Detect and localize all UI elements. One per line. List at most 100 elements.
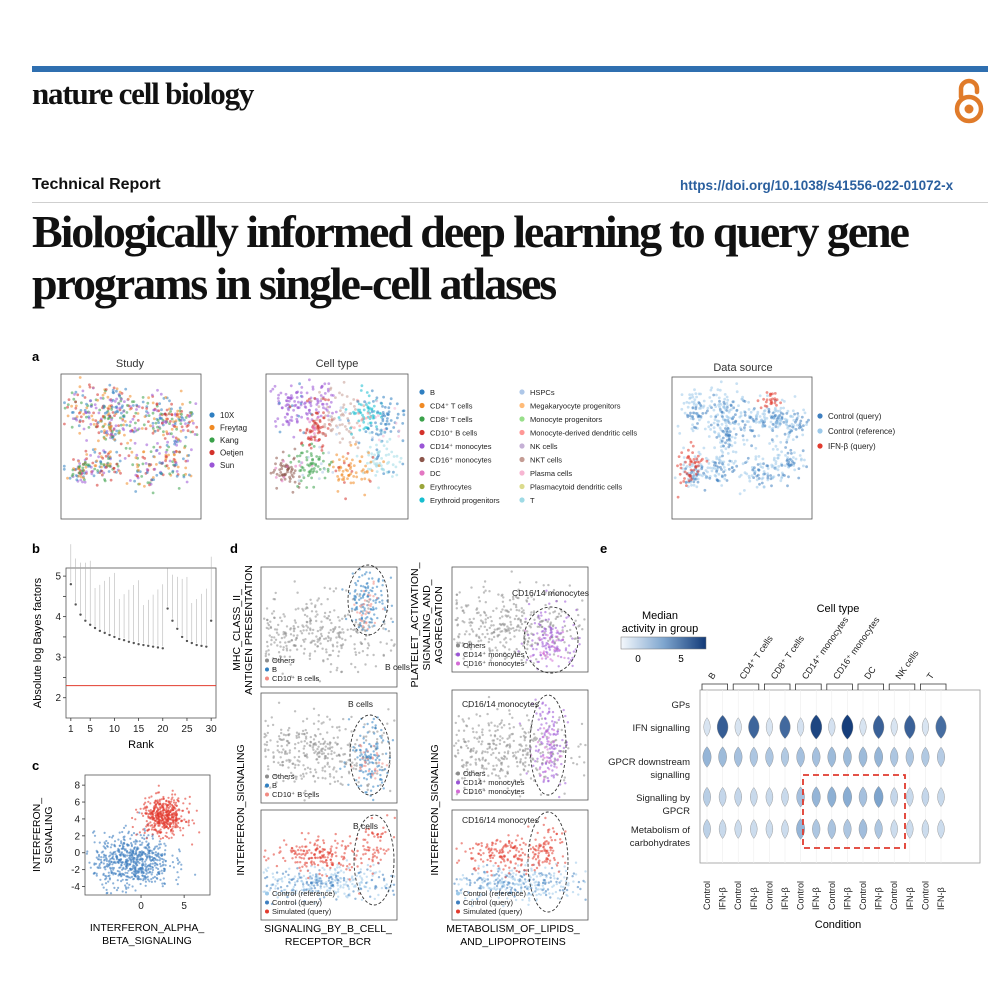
umap-point — [299, 391, 303, 394]
umap-point — [165, 444, 169, 447]
umap-point — [382, 444, 386, 447]
scatter-point — [105, 858, 108, 861]
scatter-point — [177, 862, 180, 865]
d-point — [516, 625, 519, 628]
umap-point — [70, 404, 73, 408]
umap-point — [786, 409, 790, 413]
umap-point — [305, 391, 309, 395]
scatter-point — [157, 801, 160, 804]
d-point — [537, 614, 540, 617]
scatter-point — [142, 879, 145, 882]
umap-point — [370, 389, 374, 393]
d-point — [329, 670, 332, 674]
d-point — [376, 772, 379, 775]
umap-point — [81, 394, 85, 397]
umap-point — [805, 465, 808, 469]
umap-point — [688, 414, 692, 417]
umap-point — [173, 442, 177, 446]
doi-link[interactable]: https://doi.org/10.1038/s41556-022-01072… — [680, 178, 954, 193]
scatter-point — [117, 861, 120, 864]
umap-point — [284, 392, 288, 396]
d-point — [552, 645, 555, 649]
scatter-point — [112, 834, 115, 838]
scatter-point — [93, 863, 96, 866]
scatter-point — [125, 887, 128, 891]
umap-point — [78, 420, 82, 424]
scatter-point — [181, 809, 184, 812]
umap-point — [346, 417, 350, 420]
umap-point — [370, 469, 374, 472]
umap-point — [119, 416, 122, 420]
d-point — [467, 646, 470, 649]
umap-point — [750, 444, 753, 448]
d-point — [364, 663, 367, 666]
d-point — [475, 608, 478, 611]
d-point — [490, 632, 493, 635]
umap-point — [326, 405, 330, 409]
y-tick-label: 6 — [74, 798, 80, 809]
umap-point — [771, 429, 775, 432]
umap-point — [119, 423, 123, 427]
umap-point — [129, 429, 132, 433]
d-point — [279, 641, 282, 644]
scatter-point — [171, 806, 174, 810]
umap-point — [115, 387, 119, 391]
scatter-point — [162, 797, 165, 801]
d-point — [298, 760, 301, 763]
umap-point — [797, 476, 801, 480]
d-point — [550, 645, 553, 648]
scatter-point — [95, 862, 98, 865]
d-point — [519, 618, 522, 622]
d-point — [340, 747, 343, 750]
umap-point — [342, 476, 346, 479]
scatter-point — [163, 867, 166, 871]
d-point — [493, 628, 496, 631]
umap-point — [339, 409, 342, 412]
d-point — [342, 631, 345, 634]
umap-point — [397, 434, 401, 438]
umap-point — [142, 450, 145, 454]
scatter-point — [147, 843, 150, 846]
scatter-point — [169, 809, 172, 812]
scatter-point — [194, 873, 197, 876]
scatter-point — [121, 861, 124, 864]
umap-point — [135, 453, 139, 457]
umap-point — [80, 401, 83, 405]
scatter-point — [148, 796, 151, 799]
umap-point — [300, 395, 304, 399]
scatter-point — [176, 859, 180, 862]
scatter-point — [95, 872, 98, 875]
umap-point — [172, 420, 176, 423]
umap-point — [113, 414, 116, 417]
d-point — [472, 770, 475, 773]
umap-point — [747, 474, 751, 478]
umap-point — [706, 409, 709, 413]
umap-point — [85, 470, 88, 474]
d-point — [291, 773, 295, 777]
umap-point — [134, 473, 138, 477]
umap-point — [735, 408, 739, 412]
umap-point — [676, 495, 680, 499]
d-point — [324, 745, 327, 748]
d-point — [288, 726, 291, 730]
umap-point — [188, 401, 192, 404]
scatter-point — [123, 863, 126, 866]
umap-point — [791, 438, 795, 441]
scatter-point — [152, 851, 155, 855]
d-point — [563, 624, 567, 628]
d-point — [367, 593, 370, 596]
umap-point — [311, 458, 314, 462]
journal-name[interactable]: nature cell biology — [32, 76, 254, 111]
d-point — [351, 761, 354, 764]
umap-point — [317, 405, 321, 408]
d-point — [474, 761, 477, 764]
umap-point — [170, 427, 174, 431]
umap-point — [372, 400, 375, 403]
umap-point — [110, 435, 114, 439]
d-point — [321, 766, 324, 770]
d-point — [316, 753, 319, 756]
scatter-point — [144, 865, 147, 868]
umap-point — [763, 424, 767, 427]
umap-point — [699, 404, 703, 408]
d-point — [383, 606, 386, 609]
